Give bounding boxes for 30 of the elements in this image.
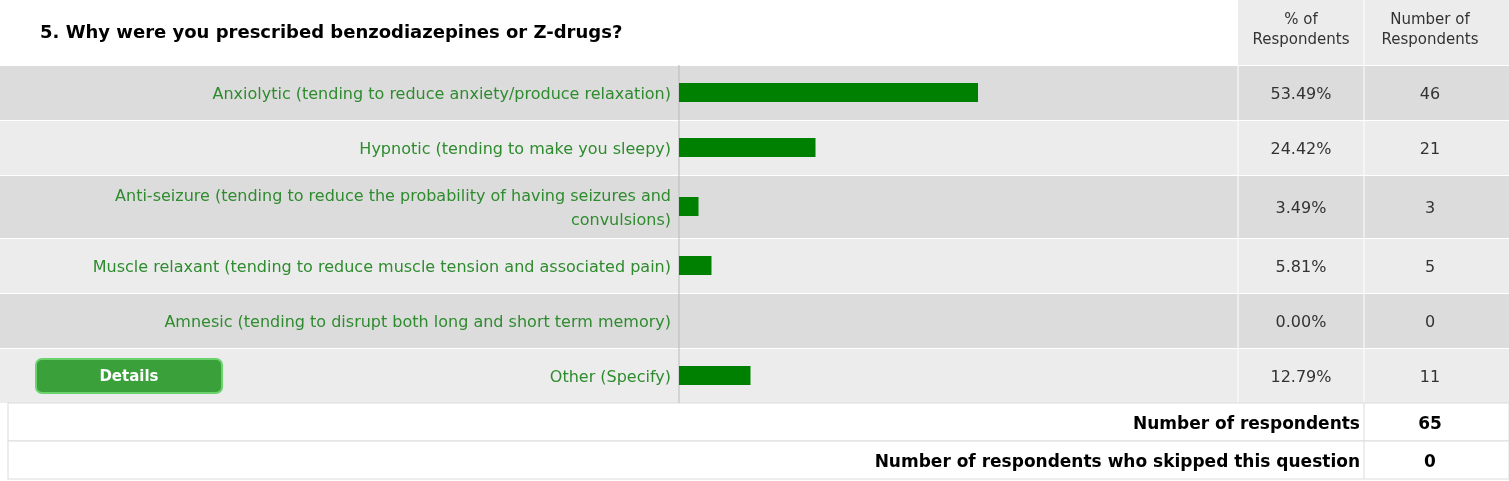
bar [679,83,979,102]
data-label: 24.42% [1270,138,1332,158]
data-label: 3.49% [1275,197,1327,217]
bar [679,366,751,385]
text: 3 [1424,197,1436,217]
text: 5 [1424,256,1436,276]
text: Number of Respondents [1381,10,1479,48]
data-label: 53.49% [1270,83,1332,103]
details-button: Details [35,358,223,394]
y-tick-label: Anxiolytic (tending to reduce anxiety/produce relaxation) [212,83,671,103]
y-tick-label: Amnesic (tending to disrupt both long and short term memory) [164,311,671,331]
data-label: 5.81% [1275,256,1327,276]
data-label: 12.79% [1270,366,1332,386]
text: 46 [1419,83,1441,103]
text: 21 [1419,138,1441,158]
text: Number of respondents who skipped this question [874,451,1360,471]
text: 5. Why were you prescribed benzodiazepines or Z-drugs? [40,21,623,42]
y-tick-label: Other (Specify) [549,366,671,386]
y-tick-label: Hypnotic (tending to make you sleepy) [359,138,671,158]
data-label: 0.00% [1275,311,1327,331]
y-tick-label: Muscle relaxant (tending to reduce muscle tension and associated pain) [92,256,671,276]
text: 0 [1424,311,1436,331]
text: % of Respondents [1252,10,1350,48]
bar [679,197,699,216]
text: 65 [1418,413,1442,433]
text: 0 [1424,451,1437,471]
y-tick-label: Anti-seizure (tending to reduce the probability of having seizures and convulsions) [115,185,671,229]
text: Number of respondents [1132,413,1360,433]
bar [679,138,816,157]
text: 11 [1419,366,1441,386]
